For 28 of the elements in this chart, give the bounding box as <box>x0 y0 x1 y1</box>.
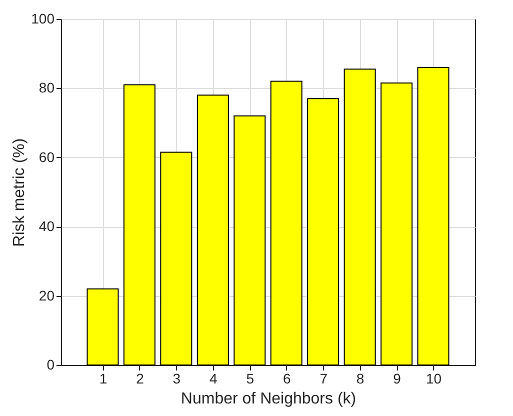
x-tick-label: 8 <box>356 370 364 386</box>
bar <box>307 98 340 366</box>
y-tick-label: 0 <box>46 356 55 372</box>
bar <box>86 288 119 366</box>
bar <box>417 66 450 366</box>
bar <box>270 80 302 366</box>
x-tick-label: 3 <box>172 370 181 386</box>
x-tick-label: 2 <box>136 370 144 386</box>
x-axis-title: Number of Neighbors (k) <box>180 390 356 408</box>
x-tick-label: 7 <box>320 370 328 386</box>
bar <box>160 152 192 366</box>
x-tick-label: 1 <box>99 370 108 386</box>
y-tick-label: 40 <box>38 218 55 234</box>
y-axis-title: Risk metric (%) <box>11 138 28 247</box>
bar <box>380 82 413 366</box>
bar <box>196 94 229 366</box>
x-tick-label: 9 <box>393 370 402 386</box>
x-tick-label: 10 <box>426 370 442 386</box>
bar <box>344 68 376 366</box>
x-tick-label: 4 <box>210 370 218 386</box>
y-tick-label: 100 <box>31 10 55 26</box>
x-tick-label: 6 <box>282 370 291 386</box>
y-tick-label: 20 <box>38 287 55 304</box>
bar <box>123 84 156 366</box>
y-tick-label: 60 <box>38 148 55 165</box>
y-tick-label: 80 <box>38 80 55 96</box>
bar <box>234 115 266 366</box>
x-tick-label: 5 <box>246 370 254 386</box>
